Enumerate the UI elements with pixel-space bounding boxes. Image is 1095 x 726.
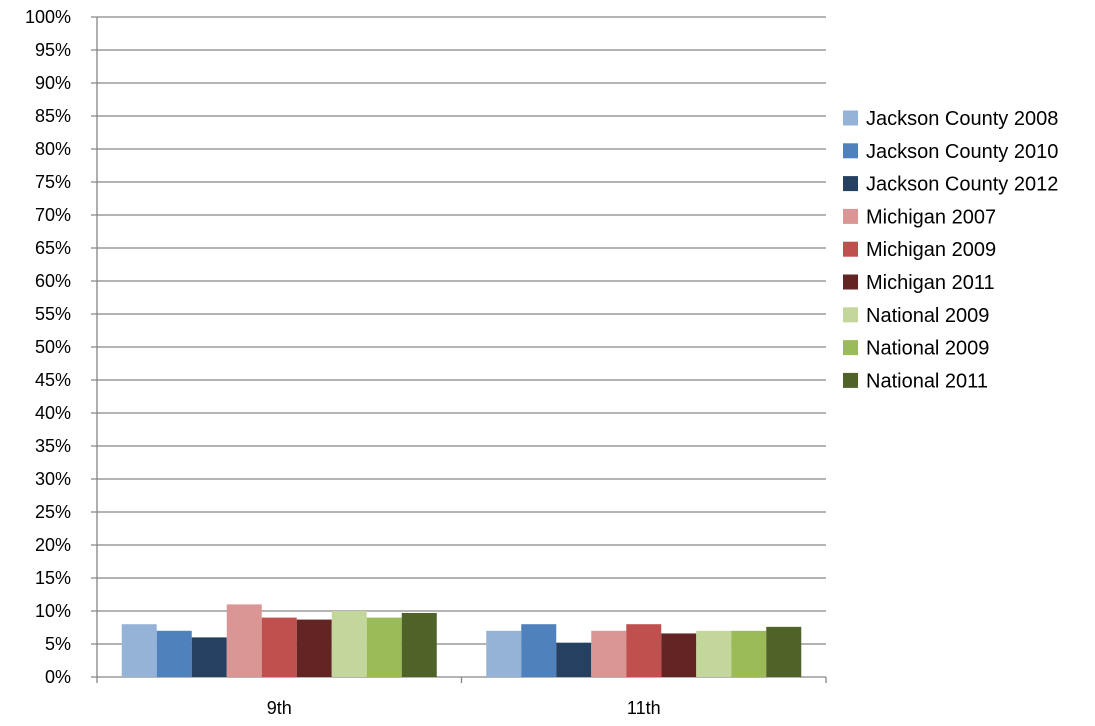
legend: Jackson County 2008 Jackson County 2010 Ja… xyxy=(843,108,1058,392)
y-tick-label: 85% xyxy=(35,106,71,126)
gridlines xyxy=(91,16,826,678)
legend-swatch xyxy=(843,110,858,126)
bar-11th-series-2 xyxy=(556,642,592,677)
legend-swatch xyxy=(843,176,858,192)
y-tick-label: 15% xyxy=(35,568,71,588)
bar-11th-series-7 xyxy=(731,630,767,677)
legend-label: National 2009 xyxy=(866,305,989,327)
legend-label: National 2011 xyxy=(866,370,988,392)
legend-label: Michigan 2009 xyxy=(866,239,996,261)
legend-label: Jackson County 2008 xyxy=(866,108,1058,130)
y-tick-label: 10% xyxy=(35,601,71,621)
y-tick-label: 55% xyxy=(35,304,71,324)
legend-swatch xyxy=(843,143,858,159)
bar-9th-series-8 xyxy=(401,612,437,677)
y-tick-label: 20% xyxy=(35,535,71,555)
bar-11th-series-5 xyxy=(661,633,697,677)
legend-label: National 2009 xyxy=(866,338,989,360)
bar-11th-series-3 xyxy=(591,630,627,677)
bar-9th-series-4 xyxy=(261,617,297,677)
y-tick-label: 75% xyxy=(35,172,71,192)
bar-11th-series-8 xyxy=(766,626,802,677)
legend-swatch xyxy=(843,307,858,323)
y-tick-label: 40% xyxy=(35,403,71,423)
legend-swatch xyxy=(843,241,858,257)
legend-swatch xyxy=(843,208,858,224)
y-tick-label: 95% xyxy=(35,40,71,60)
y-tick-label: 90% xyxy=(35,73,71,93)
y-tick-label: 45% xyxy=(35,370,71,390)
legend-swatch xyxy=(843,372,858,388)
bar-11th-series-1 xyxy=(521,624,557,677)
y-tick-label: 80% xyxy=(35,139,71,159)
bar-11th-series-6 xyxy=(696,630,732,677)
legend-swatch xyxy=(843,340,858,356)
bar-9th-series-5 xyxy=(296,619,332,677)
y-tick-label: 5% xyxy=(45,634,71,654)
y-tick-label: 60% xyxy=(35,271,71,291)
bar-9th-series-2 xyxy=(191,637,227,677)
bar-9th-series-3 xyxy=(226,604,262,677)
legend-label: Jackson County 2012 xyxy=(866,174,1058,196)
legend-swatch xyxy=(843,274,858,290)
legend-label: Michigan 2011 xyxy=(866,272,995,294)
y-tick-label: 0% xyxy=(45,667,71,687)
y-tick-label: 70% xyxy=(35,205,71,225)
bars xyxy=(121,604,802,677)
y-tick-label: 100% xyxy=(25,7,71,27)
bar-9th-series-1 xyxy=(156,630,192,677)
y-tick-label: 30% xyxy=(35,469,71,489)
bar-11th-series-0 xyxy=(486,630,522,677)
y-tick-label: 65% xyxy=(35,238,71,258)
axes: 0% 5% 10% 15% 20% 25% 30% 35% 40% 45% 50% 55% 60% 65%… xyxy=(25,7,827,718)
x-tick-label: 9th xyxy=(267,698,292,718)
bar-11th-series-4 xyxy=(626,624,662,677)
x-tick-label: 11th xyxy=(627,698,661,718)
y-tick-label: 25% xyxy=(35,502,71,522)
y-tick-label: 35% xyxy=(35,436,71,456)
legend-label: Jackson County 2010 xyxy=(866,141,1058,163)
bar-9th-series-6 xyxy=(331,611,367,677)
bar-9th-series-7 xyxy=(366,617,402,677)
legend-label: Michigan 2007 xyxy=(866,206,996,228)
y-tick-label: 50% xyxy=(35,337,71,357)
bar-9th-series-0 xyxy=(121,624,157,677)
